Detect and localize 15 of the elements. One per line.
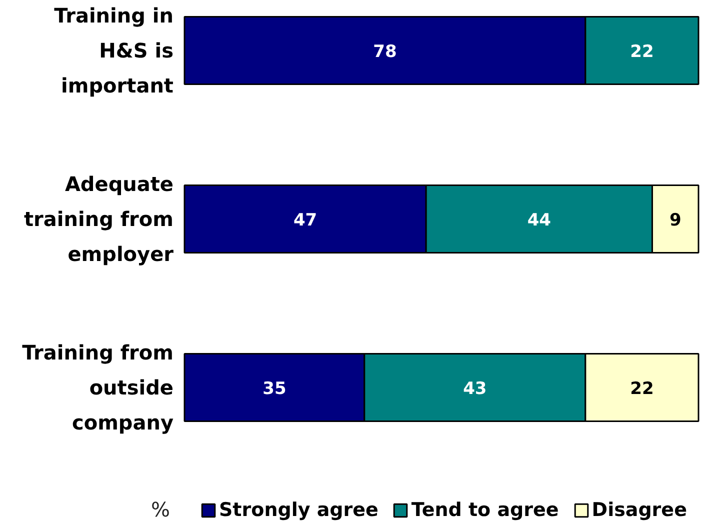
legend-title: % <box>151 498 170 522</box>
legend-label: Disagree <box>592 499 687 521</box>
y-tick-label: Training in H&S is important <box>54 4 174 98</box>
data-label: 9 <box>669 210 682 230</box>
data-label: 22 <box>630 379 654 399</box>
y-tick-label: Adequate training from employer <box>24 172 174 266</box>
data-label: 44 <box>527 210 552 230</box>
data-label: 22 <box>630 42 654 62</box>
data-label: 78 <box>373 42 397 62</box>
data-label: 43 <box>463 379 487 399</box>
legend-label: Tend to agree <box>411 499 559 521</box>
legend-label: Strongly agree <box>219 499 378 521</box>
data-label: 47 <box>293 210 318 230</box>
data-label: 35 <box>262 379 286 399</box>
y-tick-label: Training from outside company <box>22 340 174 434</box>
